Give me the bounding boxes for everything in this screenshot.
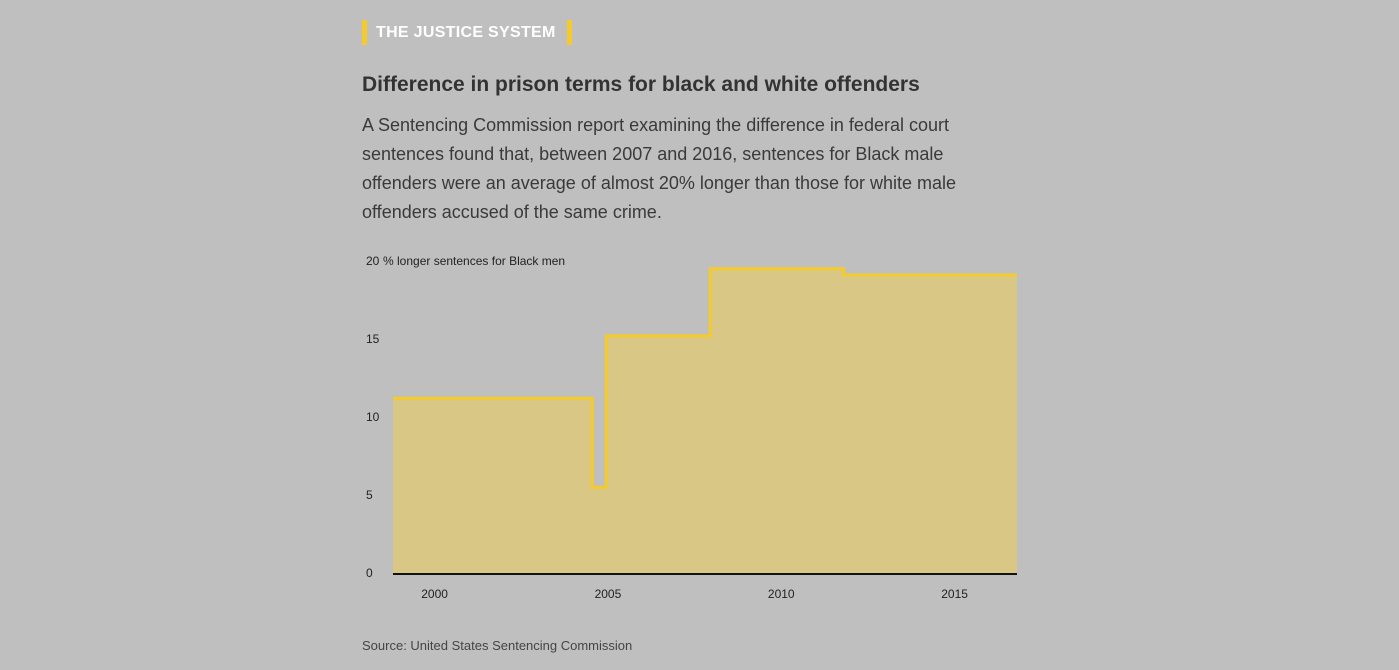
- source-note: Source: United States Sentencing Commiss…: [362, 638, 633, 653]
- chart-title: Difference in prison terms for black and…: [362, 73, 920, 96]
- y-tick-label-5: 5: [366, 488, 373, 502]
- y-tick-label-0: 0: [366, 566, 373, 580]
- series-line: [393, 267, 1017, 489]
- chart-subtitle: A Sentencing Commission report examining…: [362, 115, 957, 222]
- x-tick-label-2005: 2005: [595, 587, 622, 601]
- y-tick-label-10: 10: [366, 410, 380, 424]
- x-tick-label-2010: 2010: [768, 587, 795, 601]
- kicker: THE JUSTICE SYSTEM: [362, 20, 572, 45]
- kicker-bar-left: [362, 20, 367, 45]
- x-tick-label-2000: 2000: [421, 587, 448, 601]
- y-axis-annotation: % longer sentences for Black men: [383, 254, 565, 268]
- area-fill: [393, 268, 1017, 573]
- y-tick-label-15: 15: [366, 332, 380, 346]
- y-axis: 0 5 10 15 20% longer sentences for Black men: [366, 254, 565, 580]
- kicker-text: THE JUSTICE SYSTEM: [376, 24, 556, 41]
- y-tick-label-20: 20: [366, 254, 380, 268]
- x-axis: 2000 2005 2010 2015: [421, 587, 968, 601]
- kicker-bar-right: [566, 20, 572, 45]
- x-tick-label-2015: 2015: [941, 587, 968, 601]
